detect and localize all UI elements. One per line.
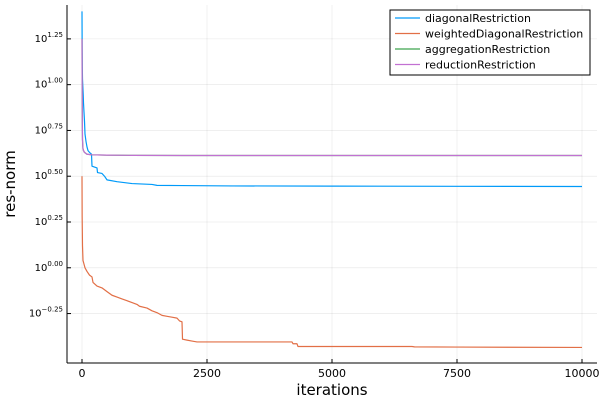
- legend-box: [389, 9, 591, 76]
- x-tick-label: 5000: [318, 367, 346, 380]
- y-axis-title: res-norm: [1, 150, 19, 218]
- series-lines: [81, 11, 583, 349]
- y-tick-label: 100.50: [35, 168, 63, 182]
- y-tick-label: 101.00: [35, 77, 63, 91]
- legend-label-diagonal-restriction: diagonalRestriction: [425, 12, 531, 25]
- y-tick-label: 100.25: [35, 214, 63, 228]
- x-tick-label: 7500: [443, 367, 471, 380]
- y-tick-label: 101.25: [35, 31, 63, 45]
- x-ticks: 0 2500 5000 7500 10000: [79, 359, 600, 380]
- x-tick-label: 2500: [193, 367, 221, 380]
- legend-label-aggregation-restriction: aggregationRestriction: [425, 43, 550, 56]
- grid-lines: [67, 5, 597, 363]
- x-tick-label: 10000: [565, 367, 600, 380]
- legend-label-reduction-restriction: reductionRestriction: [425, 59, 536, 72]
- y-ticks: 101.25 101.00 100.75 100.50 100.25 100.00 10−0…: [29, 31, 71, 320]
- x-axis-title: iterations: [296, 381, 367, 399]
- y-tick-label: 10−0.25: [29, 306, 63, 320]
- series-line-reduction-restriction: [81, 38, 582, 157]
- y-tick-label: 100.75: [35, 122, 63, 136]
- legend: diagonalRestriction weightedDiagonalRestr…: [389, 9, 591, 76]
- legend-label-weighted-diagonal-restriction: weightedDiagonalRestriction: [425, 28, 583, 41]
- series-line-weighted-diagonal-restriction: [81, 176, 583, 349]
- y-tick-label: 100.00: [35, 260, 63, 274]
- x-tick-label: 0: [79, 367, 86, 380]
